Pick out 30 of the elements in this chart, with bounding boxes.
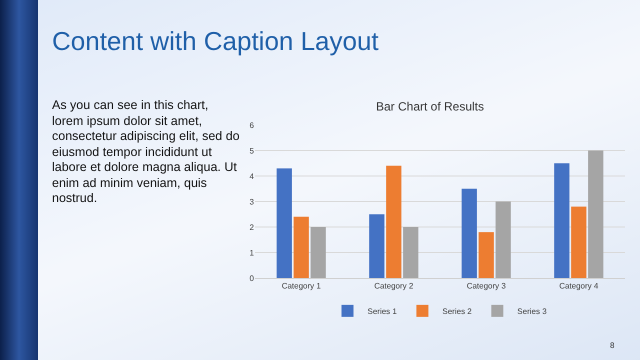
- y-tick-label: 4: [250, 172, 255, 181]
- y-tick-label: 3: [250, 197, 255, 206]
- bar: [554, 163, 570, 278]
- bar: [571, 206, 586, 278]
- bar: [386, 166, 402, 278]
- legend-label: Series 2: [442, 306, 472, 316]
- y-tick-label: 0: [250, 274, 255, 283]
- bar: [478, 232, 494, 278]
- y-tick-label: 6: [250, 120, 255, 130]
- text: As you can see in this chart, lorem ipsum dolor sit amet, consectetur adipiscing elit, sed do eiusmod tempor incididunt ut labore et dolore magna aliqua. Ut enim ad minim veniam, quis nostrud.: [52, 98, 241, 206]
- x-tick-label: Category 4: [559, 282, 599, 291]
- x-tick-label: Category 1: [282, 282, 322, 291]
- bar: [369, 214, 384, 278]
- bar: [294, 216, 309, 278]
- y-tick-label: 5: [250, 146, 255, 156]
- y-tick-label: 1: [250, 248, 255, 258]
- bar: [403, 227, 418, 278]
- chart-title: Bar Chart of Results: [376, 100, 484, 114]
- x-tick-label: Category 3: [466, 282, 506, 291]
- text: Content with Caption Layout: [52, 26, 379, 57]
- y-tick-label: 2: [250, 222, 255, 232]
- bar: [276, 168, 292, 278]
- bar: [310, 227, 326, 278]
- legend-label: Series 1: [368, 306, 398, 316]
- text: 8: [610, 341, 614, 350]
- bar: [496, 202, 511, 278]
- bar: [588, 150, 604, 278]
- bar: [462, 188, 477, 278]
- x-tick-label: Category 2: [374, 282, 414, 291]
- legend-label: Series 3: [517, 306, 548, 316]
